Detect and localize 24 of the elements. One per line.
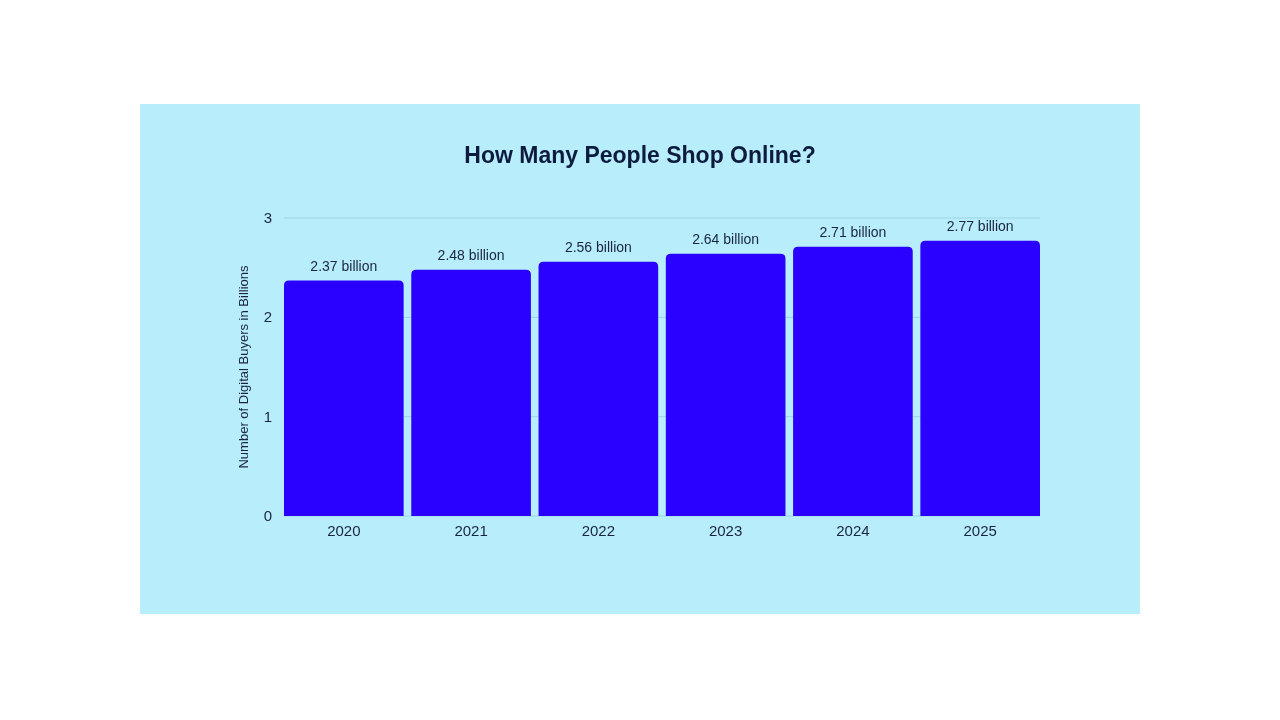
- y-tick-label: 2: [263, 308, 273, 326]
- bar: [411, 269, 531, 516]
- data-label: 2.37 billion: [310, 257, 378, 274]
- x-tick-label: 2022: [581, 522, 616, 539]
- bar: [284, 280, 404, 516]
- y-tick-label: 3: [263, 209, 273, 226]
- y-tick-label: 0: [263, 507, 273, 524]
- y-tick-label: 1: [263, 407, 273, 425]
- data-label: 2.71 billion: [819, 223, 887, 240]
- data-label: 2.48 billion: [437, 246, 505, 263]
- data-label: 2.64 billion: [692, 230, 760, 247]
- bar: [793, 246, 913, 516]
- x-tick-label: 2025: [963, 522, 997, 539]
- bar: [920, 240, 1040, 516]
- x-tick-label: 2024: [836, 522, 870, 539]
- x-tick-label: 2021: [454, 522, 488, 539]
- x-tick-label: 2023: [708, 522, 743, 539]
- data-label: 2.56 billion: [564, 238, 632, 255]
- data-label: 2.77 billion: [946, 217, 1014, 234]
- bar: [665, 253, 786, 516]
- y-axis-title: Number of Digital Buyers in Billions: [236, 264, 251, 469]
- bar: [538, 261, 659, 516]
- x-tick-label: 2020: [327, 522, 361, 539]
- chart-title: How Many People Shop Online?: [464, 142, 816, 168]
